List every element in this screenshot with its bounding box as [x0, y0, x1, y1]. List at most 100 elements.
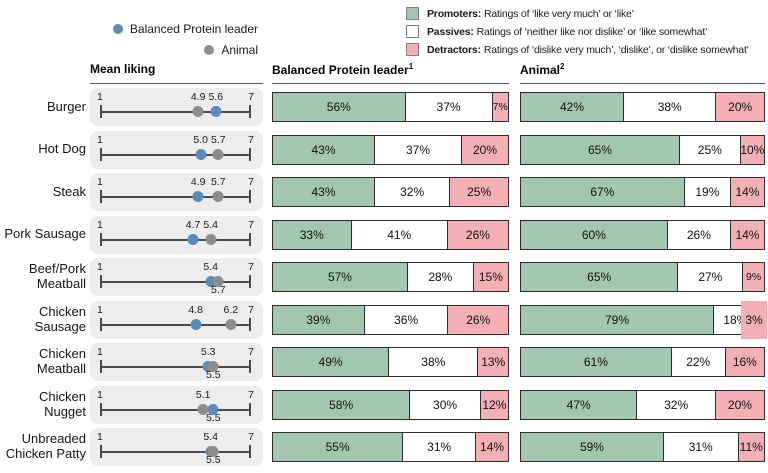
- promoters-segment: 65%: [521, 135, 679, 164]
- animal-dot: [207, 446, 219, 457]
- column-header-balanced-protein-leader: Balanced Protein leader1: [272, 62, 509, 84]
- scale-tick-max: [249, 275, 251, 288]
- animal-stacked-bar: 79% 18% 3%: [520, 300, 767, 339]
- animal-stacked-bar: 60% 26% 14%: [520, 219, 765, 250]
- detractors-segment: 7%: [491, 93, 508, 121]
- mean-liking-track: 1 7 5.3 5.5: [97, 343, 254, 381]
- animal-stacked-bar: 61% 22% 16%: [520, 347, 765, 377]
- segment-value-label: 67%: [590, 185, 615, 199]
- segment-value-label: 47%: [566, 397, 591, 412]
- segment-legend-desc: Ratings of ‘like very much’ or ‘like’: [484, 7, 634, 20]
- balanced-protein-leader-dot: [192, 191, 204, 202]
- scale-line: [100, 366, 251, 368]
- segment-value-label: 32%: [400, 185, 425, 199]
- scale-min-label: 1: [97, 388, 103, 401]
- table-row: Beef/Pork Meatball 1 7 5.4 5.7 57% 28% 15% 65% 27…: [0, 258, 768, 296]
- segment-value-label: 26%: [465, 227, 490, 242]
- scale-line: [100, 323, 251, 326]
- legend-dot-icon: [204, 45, 215, 55]
- segment-value-label: 3%: [740, 300, 767, 339]
- segment-value-label: 22%: [686, 355, 711, 369]
- mean-liking-panel: 1 7 5.0 5.7: [90, 130, 263, 169]
- scale-line: [100, 451, 251, 453]
- balanced-protein-leader-mean-value: 5.4: [203, 431, 219, 443]
- animal-dot: [212, 148, 224, 160]
- promoters-segment: 79%: [521, 305, 713, 334]
- column-header-bpl-label: Balanced Protein leader: [272, 63, 409, 77]
- mean-liking-panel: 1 7 5.5 5.1: [90, 385, 263, 424]
- scale-line: [100, 238, 251, 241]
- footnote-marker-1: 1: [408, 62, 414, 71]
- segment-value-label: 7%: [492, 101, 508, 113]
- scale-min-label: 1: [97, 218, 103, 231]
- segment-value-label: 32%: [664, 397, 689, 412]
- mean-liking-track: 1 7 5.0 5.7: [97, 131, 254, 169]
- row-label: Chicken Nugget: [39, 388, 86, 419]
- mean-liking-panel: 1 7 5.6 4.9: [90, 88, 263, 126]
- scale-line: [100, 153, 251, 156]
- segment-value-label: 39%: [306, 312, 331, 327]
- balanced-protein-leader-mean-value: 4.8: [188, 303, 203, 316]
- segment-value-label: 55%: [325, 440, 350, 454]
- series-legend-item: Balanced Protein leader: [112, 22, 258, 36]
- segment-value-label: 79%: [604, 312, 629, 327]
- mean-liking-track: 1 7 5.6 4.9: [97, 88, 254, 126]
- scale-max-label: 7: [248, 388, 254, 401]
- column-header-animal-label: Animal: [520, 63, 561, 77]
- detractors-segment: 20%: [714, 390, 764, 419]
- scale-line: [100, 111, 251, 113]
- animal-dot: [197, 403, 209, 415]
- promoters-segment: 61%: [521, 348, 671, 376]
- detractors-segment: 14%: [729, 220, 764, 249]
- segment-value-label: 42%: [560, 100, 585, 114]
- animal-mean-value: 5.1: [195, 388, 211, 401]
- mean-liking-track: 1 7 5.4 5.5: [97, 428, 254, 466]
- scale-max-label: 7: [248, 176, 254, 188]
- segment-value-label: 56%: [326, 100, 351, 114]
- segment-value-label: 41%: [387, 227, 412, 242]
- passives-segment: 38%: [388, 348, 478, 376]
- promoters-segment: 49%: [273, 348, 389, 376]
- mean-liking-panel: 1 7 5.4 5.7: [90, 258, 263, 296]
- scale-tick-max: [249, 190, 251, 203]
- detractors-segment: 20%: [460, 135, 508, 164]
- footnote-marker-2: 2: [560, 62, 565, 71]
- balanced-protein-leader-mean-value: 5.3: [200, 346, 216, 358]
- segment-value-label: 37%: [436, 100, 461, 114]
- promoters-segment: 43%: [273, 135, 375, 164]
- animal-mean-value: 5.4: [203, 218, 219, 231]
- segment-legend-item: Detractors: Ratings of ‘dislike very much…: [406, 43, 749, 56]
- bpl-stacked-bar: 57% 28% 15%: [272, 262, 509, 292]
- segment-value-label: 61%: [583, 355, 608, 369]
- mean-liking-track: 1 7 5.5 5.1: [97, 386, 254, 424]
- segment-value-label: 28%: [428, 270, 453, 284]
- table-row: Chicken Sausage 1 7 4.8 6.2 39% 36% 26% 79% 18% 3%: [0, 300, 768, 339]
- detractors-segment: 20%: [715, 93, 764, 121]
- bpl-stacked-bar: 56% 37% 7%: [272, 92, 509, 122]
- animal-dot: [212, 191, 224, 202]
- animal-mean-value: 6.2: [223, 303, 239, 316]
- balanced-protein-leader-dot: [207, 403, 219, 415]
- scale-tick-min: [100, 317, 102, 331]
- scale-tick-min: [100, 445, 102, 458]
- segment-value-label: 20%: [472, 142, 497, 157]
- segment-value-label: 27%: [698, 270, 723, 284]
- animal-mean-value: 5.7: [210, 176, 226, 188]
- animal-stacked-bar: 67% 19% 14%: [520, 177, 765, 207]
- passives-segment: 22%: [670, 348, 725, 376]
- passives-segment: 41%: [350, 220, 447, 249]
- promoters-segment: 60%: [521, 220, 667, 249]
- scale-min-label: 1: [97, 261, 103, 273]
- mean-liking-panel: 1 7 4.8 6.2: [90, 300, 263, 339]
- segment-value-label: 20%: [727, 397, 752, 412]
- segment-value-label: 31%: [427, 440, 452, 454]
- promoters-segment: 57%: [273, 263, 407, 291]
- animal-stacked-bar: 42% 38% 20%: [520, 92, 765, 122]
- scale-tick-max: [249, 445, 251, 458]
- promoters-segment: 55%: [273, 433, 403, 461]
- segment-value-label: 49%: [318, 355, 343, 369]
- segment-value-label: 57%: [327, 270, 352, 284]
- scale-tick-max: [249, 105, 251, 118]
- scale-max-label: 7: [248, 133, 254, 146]
- balanced-protein-leader-dot: [210, 106, 222, 117]
